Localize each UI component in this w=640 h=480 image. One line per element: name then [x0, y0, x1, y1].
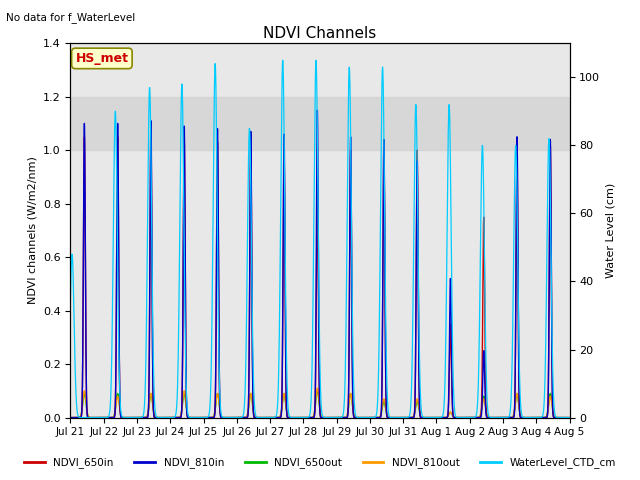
Legend: NDVI_650in, NDVI_810in, NDVI_650out, NDVI_810out, WaterLevel_CTD_cm: NDVI_650in, NDVI_810in, NDVI_650out, NDV…: [20, 453, 620, 472]
Y-axis label: Water Level (cm): Water Level (cm): [606, 183, 616, 278]
Y-axis label: NDVI channels (W/m2/nm): NDVI channels (W/m2/nm): [28, 156, 37, 304]
Title: NDVI Channels: NDVI Channels: [264, 25, 376, 41]
Text: No data for f_WaterLevel: No data for f_WaterLevel: [6, 12, 136, 23]
Text: HS_met: HS_met: [76, 52, 129, 65]
Bar: [70, 96, 570, 150]
